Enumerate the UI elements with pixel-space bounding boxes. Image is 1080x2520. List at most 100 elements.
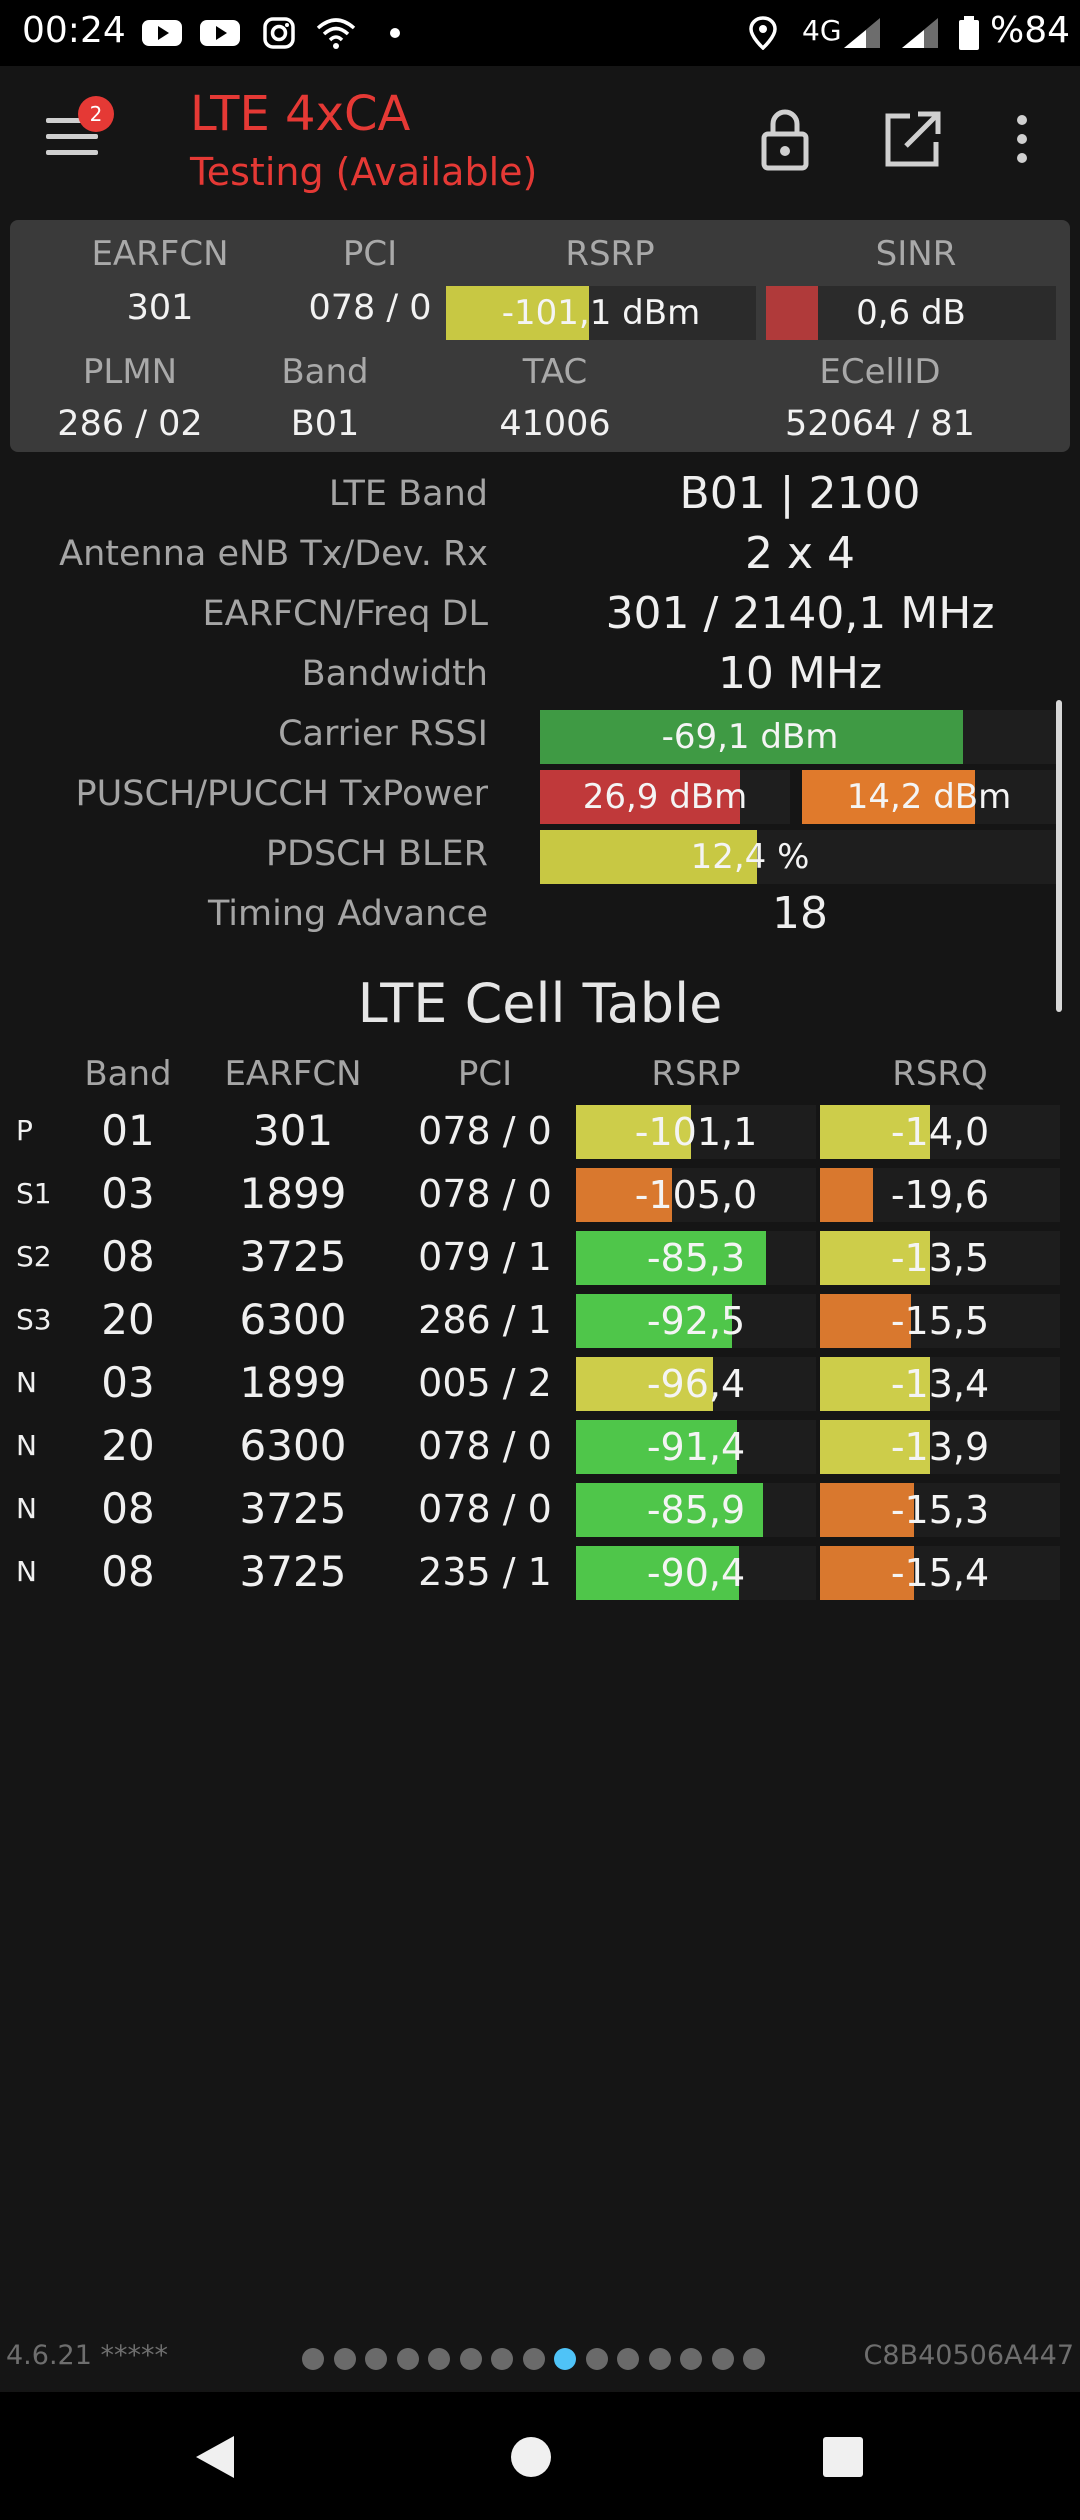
cell-rsrq-bar-fill: [820, 1294, 912, 1348]
cell-type: N: [16, 1429, 37, 1462]
header-rsrp: RSRP: [565, 234, 655, 274]
cell-rsrq-value: -13,4: [890, 1362, 990, 1406]
lock-icon[interactable]: [750, 104, 820, 174]
cell-type: N: [16, 1366, 37, 1399]
cell-rsrq-value: -19,6: [890, 1173, 990, 1217]
app-title: LTE 4xCA: [190, 86, 411, 142]
bandwidth-label: Bandwidth: [301, 654, 488, 694]
table-row: S3 20 6300 286 / 1 -92,5 -15,5: [0, 1290, 1080, 1350]
table-row: P 01 301 078 / 0 -101,1 -14,0: [0, 1101, 1080, 1161]
bler-value: 12,4 %: [690, 837, 810, 877]
page-dot[interactable]: [333, 2348, 356, 2370]
cell-rsrp-bar-fill: [576, 1231, 766, 1285]
antenna-value: 2 x 4: [745, 528, 855, 579]
cell-table-title: LTE Cell Table: [357, 972, 723, 1035]
page-dot[interactable]: [459, 2348, 482, 2370]
page-dot[interactable]: [648, 2348, 671, 2370]
open-external-icon[interactable]: [876, 104, 946, 174]
cell-band: 08: [101, 1547, 155, 1596]
network-type: 4G: [802, 14, 842, 47]
page-dot[interactable]: [522, 2348, 545, 2370]
menu-button[interactable]: [46, 112, 102, 162]
earfcn-freq-value: 301 / 2140,1 MHz: [605, 588, 995, 639]
bandwidth-value: 10 MHz: [717, 648, 883, 699]
page-dot[interactable]: [302, 2348, 324, 2370]
cell-pci: 078 / 0: [418, 1109, 552, 1153]
cell-pci: 078 / 0: [418, 1172, 552, 1216]
pucch-txpower-bar-fill: [802, 770, 975, 824]
cell-earfcn: 3725: [239, 1484, 347, 1533]
cell-rsrp-bar: -92,5: [576, 1294, 816, 1348]
cell-rsrq-bar: -13,5: [820, 1231, 1060, 1285]
sinr-bar: 0,6 dB: [766, 286, 1056, 340]
header-band: Band: [281, 352, 369, 392]
page-dot[interactable]: [365, 2348, 387, 2370]
more-vert-icon[interactable]: [990, 104, 1050, 174]
cell-type: N: [16, 1492, 37, 1525]
cell-rsrp-bar: -96,4: [576, 1357, 816, 1411]
cell-rsrp-bar-fill: [576, 1546, 740, 1600]
header-earfcn: EARFCN: [91, 234, 229, 274]
cell-type: S1: [16, 1177, 52, 1210]
page-dot[interactable]: [428, 2348, 450, 2370]
scrollbar[interactable]: [1056, 700, 1062, 1012]
dot-icon: [390, 28, 400, 38]
cell-earfcn: 1899: [239, 1358, 347, 1407]
back-icon[interactable]: [180, 2422, 250, 2492]
cell-rsrp-bar: -90,4: [576, 1546, 816, 1600]
page-dot[interactable]: [491, 2348, 513, 2370]
cell-band: 03: [101, 1358, 155, 1407]
table-row: N 03 1899 005 / 2 -96,4 -13,4: [0, 1353, 1080, 1413]
cell-rsrq-value: -15,4: [890, 1551, 990, 1595]
notification-badge: 2: [78, 96, 114, 132]
page-dot[interactable]: [711, 2348, 734, 2370]
page-dot[interactable]: [585, 2348, 608, 2370]
cell-rsrq-value: -13,5: [890, 1236, 990, 1280]
youtube-icon: [200, 20, 240, 46]
status-time: 00:24: [22, 10, 126, 51]
cell-rsrq-value: -15,3: [890, 1488, 990, 1532]
youtube-icon: [142, 20, 182, 46]
cell-rsrq-bar: -19,6: [820, 1168, 1060, 1222]
recents-icon[interactable]: [808, 2422, 878, 2492]
cell-earfcn: 3725: [239, 1547, 347, 1596]
battery-percent: %84: [990, 10, 1071, 51]
summary-panel: EARFCN PCI RSRP SINR 301 078 / 0 -101,1 …: [10, 220, 1070, 452]
cell-type: P: [16, 1114, 33, 1147]
location-icon: [749, 16, 777, 50]
cell-earfcn: 6300: [239, 1295, 347, 1344]
cell-rsrq-bar: -13,4: [820, 1357, 1060, 1411]
rsrp-bar: -101,1 dBm: [446, 286, 756, 340]
cell-rsrp-bar-fill: [576, 1483, 764, 1537]
cell-rsrq-bar-fill: [820, 1105, 931, 1159]
home-icon[interactable]: [496, 2422, 566, 2492]
page-dot[interactable]: [396, 2348, 419, 2370]
cell-rsrp-value: -85,9: [646, 1488, 746, 1532]
cell-band: 20: [101, 1295, 155, 1344]
rsrp-bar-fill: [446, 286, 589, 340]
page-dot-active[interactable]: [554, 2348, 576, 2370]
col-pci: PCI: [457, 1054, 513, 1094]
pusch-txpower-bar: 26,9 dBm: [540, 770, 790, 824]
page-dot[interactable]: [743, 2348, 765, 2370]
cell-type: S3: [16, 1303, 52, 1336]
cell-type: S2: [16, 1240, 52, 1273]
cell-rsrp-bar-fill: [576, 1105, 692, 1159]
cell-rsrp-bar: -85,9: [576, 1483, 816, 1537]
cell-rsrq-value: -14,0: [890, 1110, 990, 1154]
cell-band: 03: [101, 1169, 155, 1218]
carrier-rssi-value: -69,1 dBm: [661, 717, 839, 757]
cell-rsrq-bar-fill: [820, 1546, 914, 1600]
page-dot[interactable]: [680, 2348, 702, 2370]
value-tac: 41006: [499, 404, 611, 444]
cell-rsrp-bar: -91,4: [576, 1420, 816, 1474]
lte-band-value: B01 | 2100: [679, 468, 921, 519]
menu-icon-line: [46, 150, 98, 155]
menu-icon-line: [46, 134, 98, 139]
page-dot[interactable]: [617, 2348, 639, 2370]
cell-rsrp-value: -90,4: [646, 1551, 746, 1595]
bler-label: PDSCH BLER: [265, 834, 488, 874]
cell-rsrp-bar-fill: [576, 1168, 672, 1222]
cell-rsrp-bar-fill: [576, 1357, 713, 1411]
app-bar: 2 LTE 4xCA Testing (Available): [0, 66, 1080, 216]
